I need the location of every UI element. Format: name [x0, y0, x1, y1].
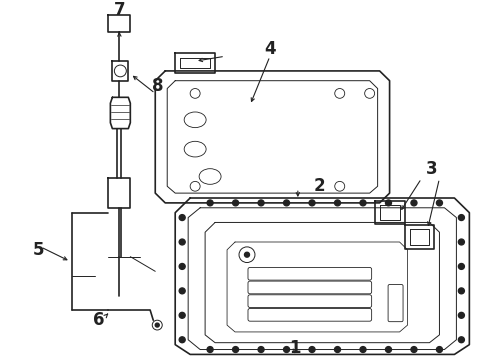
Circle shape: [437, 200, 442, 206]
Circle shape: [179, 337, 185, 343]
Circle shape: [458, 239, 465, 245]
Circle shape: [179, 312, 185, 318]
Circle shape: [458, 264, 465, 269]
Circle shape: [458, 312, 465, 318]
Circle shape: [258, 200, 264, 206]
Circle shape: [335, 200, 341, 206]
Text: 7: 7: [114, 1, 125, 19]
Text: 8: 8: [152, 77, 164, 95]
Text: 1: 1: [289, 338, 300, 356]
Circle shape: [207, 347, 213, 352]
Circle shape: [458, 337, 465, 343]
Circle shape: [179, 239, 185, 245]
Circle shape: [360, 200, 366, 206]
Circle shape: [258, 347, 264, 352]
Text: 4: 4: [264, 40, 276, 58]
Circle shape: [386, 347, 392, 352]
Circle shape: [233, 347, 239, 352]
Text: 5: 5: [33, 241, 44, 259]
Circle shape: [233, 200, 239, 206]
Circle shape: [360, 347, 366, 352]
Circle shape: [411, 200, 417, 206]
Circle shape: [179, 288, 185, 294]
Circle shape: [458, 288, 465, 294]
Circle shape: [309, 200, 315, 206]
Circle shape: [309, 347, 315, 352]
Circle shape: [207, 200, 213, 206]
Circle shape: [155, 323, 159, 327]
Circle shape: [245, 252, 249, 257]
Circle shape: [335, 347, 341, 352]
Circle shape: [386, 200, 392, 206]
Circle shape: [179, 215, 185, 220]
Circle shape: [284, 347, 290, 352]
Circle shape: [458, 215, 465, 220]
Text: 2: 2: [314, 177, 325, 195]
Text: 6: 6: [93, 311, 104, 329]
Circle shape: [179, 264, 185, 269]
Text: 3: 3: [426, 160, 437, 178]
Circle shape: [411, 347, 417, 352]
Circle shape: [437, 347, 442, 352]
Circle shape: [284, 200, 290, 206]
